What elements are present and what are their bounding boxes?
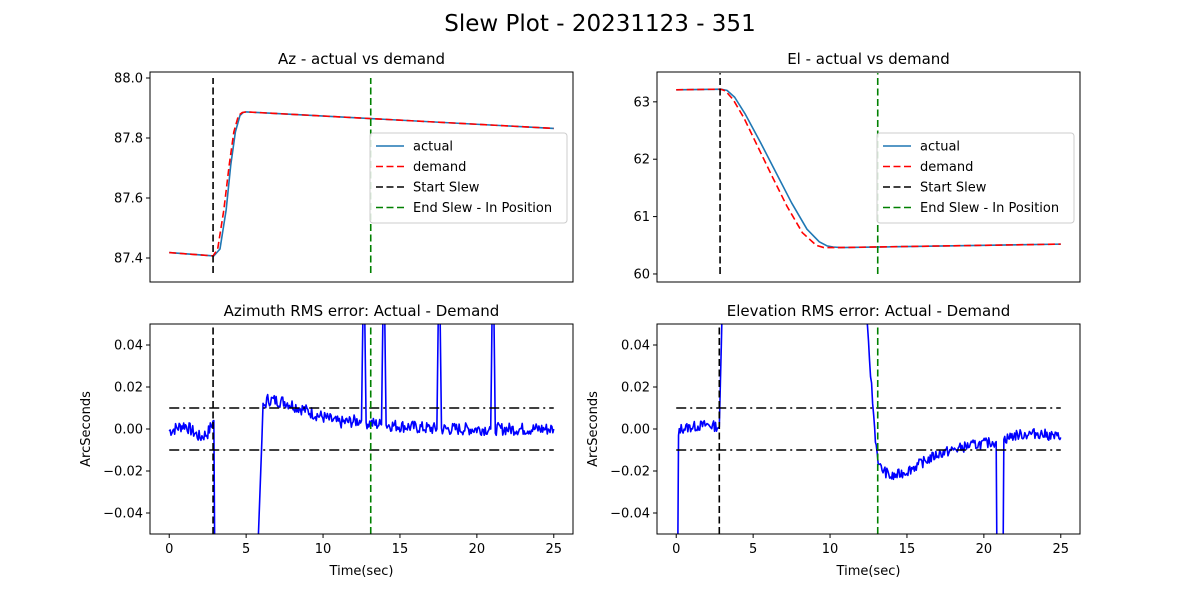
y-tick-label: 0.00: [114, 423, 143, 438]
legend-label: actual: [413, 140, 453, 155]
subplot-az_pos: Az - actual vs demand 87.4 87.6 87.8 88.0 act…: [114, 50, 574, 283]
y-tick-label: 63: [633, 95, 650, 110]
y-tick-label: 0.02: [114, 381, 143, 396]
x-tick-label: 10: [822, 542, 839, 557]
y-tick-label: 60: [633, 267, 650, 282]
y-tick-label: −0.04: [103, 507, 143, 522]
y-tick-label: −0.02: [610, 465, 650, 480]
y-tick-label: 87.6: [114, 192, 143, 207]
x-axis-label: Time(sec): [836, 564, 901, 579]
y-tick-label: 62: [633, 153, 650, 168]
legend-label: actual: [920, 140, 960, 155]
series-group: [169, 78, 554, 273]
legend-label: demand: [413, 160, 466, 175]
series-line-demand: [169, 111, 554, 257]
x-tick-label: 0: [672, 542, 680, 557]
x-tick-label: 15: [392, 542, 409, 557]
x-tick-label: 25: [545, 542, 562, 557]
subplot-el_pos: El - actual vs demand 60 61 62 63 actual deman…: [633, 50, 1081, 283]
legend: actual demand Start Slew End Slew - In Posi…: [369, 132, 568, 224]
subplot-el_err: Elevation RMS error: Actual - Demand −0.0…: [586, 302, 1081, 579]
series-group: [676, 324, 1062, 534]
y-tick-label: −0.02: [103, 465, 143, 480]
y-tick-label: 61: [633, 210, 650, 225]
axes-frame: [656, 71, 1081, 283]
y-tick-label: 0.00: [621, 423, 650, 438]
y-tick-label: −0.04: [610, 507, 650, 522]
legend-label: End Slew - In Position: [413, 201, 552, 216]
subplot-az_err: Azimuth RMS error: Actual - Demand −0.04 −…: [79, 302, 574, 579]
x-tick-label: 15: [899, 542, 916, 557]
subplot-title: Az - actual vs demand: [278, 50, 445, 68]
x-tick-label: 20: [976, 542, 993, 557]
legend-label: Start Slew: [413, 181, 480, 196]
figure-title: Slew Plot - 20231123 - 351: [444, 11, 755, 37]
subplot-title: Azimuth RMS error: Actual - Demand: [224, 302, 500, 320]
y-tick-label: 87.4: [114, 252, 143, 267]
series-line-line-0: [168, 324, 555, 534]
legend-box: [369, 132, 568, 224]
series-line-line-0: [677, 324, 1062, 534]
x-tick-label: 5: [242, 542, 250, 557]
y-axis-label: ArcSeconds: [586, 391, 601, 467]
x-tick-label: 20: [469, 542, 486, 557]
legend-box: [876, 132, 1075, 224]
legend-label: demand: [920, 160, 973, 175]
legend-label: Start Slew: [920, 181, 987, 196]
series-line-demand: [676, 88, 1061, 249]
y-tick-label: 0.04: [621, 339, 650, 354]
x-tick-label: 25: [1052, 542, 1069, 557]
legend: actual demand Start Slew End Slew - In Posi…: [876, 132, 1075, 224]
y-axis-label: ArcSeconds: [79, 391, 94, 467]
y-tick-label: 0.04: [114, 339, 143, 354]
series-group: [168, 324, 555, 534]
x-axis-label: Time(sec): [329, 564, 394, 579]
x-tick-label: 0: [165, 542, 173, 557]
y-tick-label: 87.8: [114, 132, 143, 147]
axes-frame: [149, 71, 574, 283]
subplot-title: El - actual vs demand: [787, 50, 950, 68]
x-tick-label: 10: [315, 542, 332, 557]
subplot-title: Elevation RMS error: Actual - Demand: [727, 302, 1011, 320]
legend-label: End Slew - In Position: [920, 201, 1059, 216]
y-tick-label: 88.0: [114, 72, 143, 87]
x-tick-label: 5: [749, 542, 757, 557]
y-tick-label: 0.02: [621, 381, 650, 396]
